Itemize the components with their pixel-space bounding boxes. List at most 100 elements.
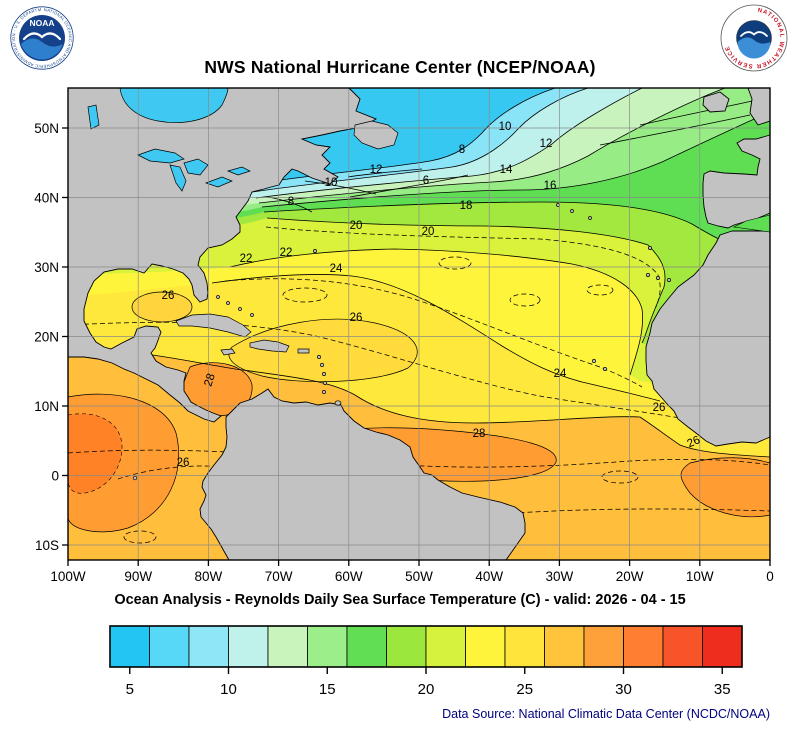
land-trinidad: [334, 400, 342, 406]
isotherm-line: [349, 174, 469, 198]
isotherm-18: [263, 201, 771, 258]
lesser-antilles-island: [322, 390, 326, 394]
isotherm-22: [229, 248, 644, 376]
contour-value-label: 28: [473, 428, 486, 440]
contour-value-label: 10: [499, 121, 512, 133]
azores-island: [588, 216, 592, 220]
contour-value-label: 20: [350, 220, 363, 232]
colorbar-cell: [702, 625, 743, 668]
lesser-antilles-island: [322, 372, 326, 376]
contour-value-label: 8: [288, 196, 294, 208]
azores-island: [556, 203, 560, 207]
colorbar-cell: [583, 625, 624, 668]
isotherm-line: [347, 168, 423, 178]
nws-logo: NATIONAL WEATHER SERVICE: [720, 4, 788, 72]
y-axis-tick-label: 30N: [34, 260, 59, 275]
y-axis-tick-label: 10S: [35, 538, 59, 553]
isotherm-26: [67, 349, 771, 458]
axis-ticks: [62, 127, 771, 566]
lesser-antilles-island: [317, 355, 321, 359]
contour-value-label: 26: [685, 434, 702, 450]
x-axis-tick-label: 70W: [265, 569, 293, 584]
contour-value-label: 6: [423, 175, 429, 187]
colorbar-cell: [346, 625, 387, 668]
y-axis-tick-label: 20N: [34, 330, 59, 345]
contour-value-label: 28: [202, 372, 217, 388]
contour-value-label: 24: [330, 263, 343, 275]
isotherm-dashed-27: [67, 449, 771, 468]
colorbar-tick-label: 5: [126, 681, 134, 698]
noaa-gull-icon: [22, 32, 62, 41]
colorbar-tick-label: 30: [615, 681, 632, 698]
map-caption: Ocean Analysis - Reynolds Daily Sea Surf…: [114, 592, 686, 608]
x-axis-tick-label: 20W: [616, 569, 644, 584]
isotherm-16: [261, 111, 771, 208]
lesser-antilles-island: [323, 381, 327, 385]
isotherm-24: [211, 274, 661, 402]
axis-labels: 100W 90W 80W 70W 60W 50W 40W 30W 20W 10W 0 50N 40N 30…: [34, 121, 774, 584]
sst-map: 10 12 8 14 12 6 10 16 8 18 20 20 22 22 24 26 26 28 24 26 28 2…: [34, 87, 774, 584]
nws-logo-sea: [737, 37, 771, 59]
land-africa: [645, 230, 771, 447]
contour-value-label: 22: [280, 247, 293, 259]
noaa-logo: NATIONAL OCEANIC AND ATMOSPHERIC ADMINIS…: [10, 6, 74, 70]
y-axis-tick-label: 10N: [34, 399, 59, 414]
lake-michigan: [169, 164, 187, 192]
colorbar-cell: [188, 625, 229, 668]
x-axis-tick-label: 80W: [195, 569, 223, 584]
east-pacific-hot-spot: [67, 413, 123, 494]
x-axis-tick-label: 0: [766, 569, 774, 584]
y-axis-tick-label: 0: [51, 469, 59, 484]
contour-value-label: 26: [177, 457, 190, 469]
x-axis-tick-label: 60W: [335, 569, 363, 584]
isotherm-dashed-25: [67, 321, 771, 434]
contour-value-label: 20: [422, 226, 435, 238]
colorbar-cell: [149, 625, 190, 668]
contour-value-label: 18: [460, 200, 473, 212]
gulf-of-mexico-26-pool: [131, 291, 193, 323]
contour-value-label: 12: [370, 164, 383, 176]
nws-gull-icon: [740, 31, 768, 37]
x-axis-tick-label: 90W: [124, 569, 152, 584]
azores-island: [570, 209, 574, 213]
colorbar-tick-label: 25: [516, 681, 533, 698]
lake-winnipeg: [87, 104, 100, 130]
land-cuba: [175, 313, 252, 338]
colorbar-cell: [544, 625, 585, 668]
data-source-note: Data Source: National Climatic Data Cent…: [442, 707, 770, 721]
isotherm-10: [251, 87, 589, 193]
lake-huron: [183, 158, 209, 176]
isotherm-eddy: [601, 470, 639, 484]
colorbar-tick-label: 35: [714, 681, 731, 698]
colorbar-cell: [307, 625, 348, 668]
noaa-logo-word: NOAA: [29, 18, 54, 28]
canary-island: [667, 278, 671, 282]
x-axis-tick-label: 100W: [50, 569, 86, 584]
land-iberia-france: [702, 134, 771, 229]
contour-labels: 10 12 8 14 12 6 10 16 8 18 20 20 22 22 24 26 26 28 24 26 28 2…: [162, 121, 702, 469]
x-axis-tick-label: 40W: [475, 569, 503, 584]
bahamas-island: [226, 301, 230, 305]
colorbar-tick-label: 10: [220, 681, 237, 698]
lat-lon-grid: [68, 88, 770, 560]
land-south-america: [199, 388, 526, 561]
y-axis-tick-label: 50N: [34, 121, 59, 136]
canary-island: [656, 276, 660, 280]
x-axis-tick-label: 50W: [405, 569, 433, 584]
colorbar-tick-label: 20: [418, 681, 435, 698]
colorbar-cell: [662, 625, 703, 668]
colorbar-cell: [465, 625, 506, 668]
colorbar-cell: [267, 625, 308, 668]
lake-erie: [204, 176, 233, 188]
contour-value-label: 26: [653, 402, 666, 414]
isotherm-eddy: [586, 284, 614, 296]
contour-value-label: 14: [500, 164, 513, 176]
isotherm-line: [304, 180, 377, 195]
hudson-bay: [119, 87, 229, 123]
land-jamaica: [220, 348, 236, 356]
isotherm-line: [639, 99, 758, 126]
canary-island: [646, 273, 650, 277]
bahamas-island: [238, 307, 242, 311]
contour-value-label: 26: [162, 290, 175, 302]
